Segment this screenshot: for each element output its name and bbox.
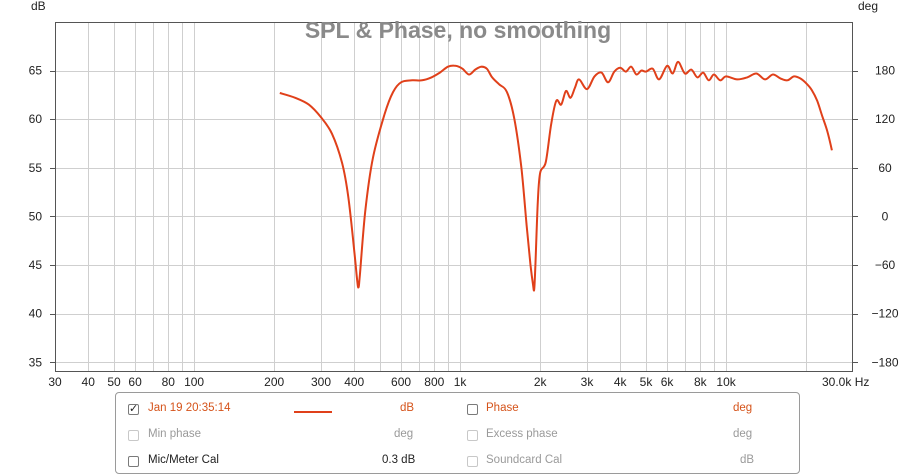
x-tick-label: 3k <box>581 375 595 389</box>
plot-area <box>55 22 853 372</box>
x-tick-label: 10k <box>716 375 736 389</box>
x-tick-label: 800 <box>424 375 444 389</box>
chart-title: SPL & Phase, no smoothing <box>305 17 611 43</box>
mic-meter-cal-checkbox[interactable] <box>128 456 139 467</box>
phase-label: Phase <box>486 402 519 414</box>
x-tick-label: 100 <box>184 375 204 389</box>
min-phase-checkbox[interactable] <box>128 430 139 441</box>
excess-phase-checkbox[interactable] <box>467 430 478 441</box>
x-tick-label: 6k <box>661 375 675 389</box>
right-tick-label: 0 <box>882 209 889 223</box>
left-tick-label: 50 <box>29 209 43 223</box>
measurement-checkbox[interactable] <box>128 402 139 415</box>
x-tick-label: 2k <box>534 375 548 389</box>
x-tick-label: 8k <box>694 375 708 389</box>
phase-checkbox[interactable] <box>467 404 478 415</box>
left-tick-label: 45 <box>29 258 43 272</box>
legend-row-min-phase: Min phase deg Excess phase deg <box>116 424 799 444</box>
soundcard-cal-unit: dB <box>740 454 755 466</box>
x-tick-label: 400 <box>344 375 364 389</box>
left-tick-label: 40 <box>29 307 43 321</box>
phase-unit: deg <box>733 402 753 414</box>
measurement-label: Jan 19 20:35:14 <box>148 402 231 414</box>
x-tick-label: 30 <box>48 375 62 389</box>
x-tick-label: 80 <box>162 375 176 389</box>
legend-row-cal: Mic/Meter Cal 0.3 dB Soundcard Cal dB <box>116 450 799 470</box>
legend-row-measurement: Jan 19 20:35:14 dB Phase deg <box>116 398 799 418</box>
right-tick-label: 180 <box>875 64 895 78</box>
x-tick-label: 30.0k Hz <box>822 375 869 389</box>
left-axis-unit: dB <box>31 0 46 13</box>
x-tick-label: 4k <box>614 375 628 389</box>
right-tick-label: −60 <box>875 258 896 272</box>
excess-phase-label: Excess phase <box>486 428 558 440</box>
right-tick-label: 120 <box>875 112 895 126</box>
soundcard-cal-checkbox[interactable] <box>467 456 478 467</box>
x-tick-label: 40 <box>82 375 96 389</box>
spl-series-line <box>279 60 833 292</box>
left-tick-label: 65 <box>29 64 43 78</box>
plot-frame <box>55 22 853 372</box>
right-tick-label: 60 <box>878 161 892 175</box>
right-tick-label: −120 <box>871 307 898 321</box>
measurement-line-swatch <box>294 411 332 413</box>
mic-meter-cal-label: Mic/Meter Cal <box>148 454 219 466</box>
right-tick-label: −180 <box>871 355 898 369</box>
min-phase-label: Min phase <box>148 428 202 440</box>
x-tick-label: 50 <box>107 375 121 389</box>
left-tick-label: 55 <box>29 161 43 175</box>
soundcard-cal-label: Soundcard Cal <box>486 454 563 466</box>
min-phase-unit: deg <box>394 428 414 440</box>
left-tick-label: 60 <box>29 112 43 126</box>
measurement-unit: dB <box>400 402 415 414</box>
x-tick-label: 1k <box>454 375 468 389</box>
x-tick-label: 5k <box>640 375 654 389</box>
legend-panel: Jan 19 20:35:14 dB Phase deg Min phase d… <box>115 392 800 474</box>
left-tick-label: 35 <box>29 355 43 369</box>
excess-phase-unit: deg <box>733 428 753 440</box>
x-tick-label: 200 <box>264 375 284 389</box>
mic-meter-cal-value: 0.3 dB <box>382 454 416 466</box>
x-tick-label: 300 <box>311 375 331 389</box>
x-tick-label: 600 <box>391 375 411 389</box>
x-tick-label: 60 <box>128 375 142 389</box>
right-axis-unit: deg <box>858 0 878 13</box>
